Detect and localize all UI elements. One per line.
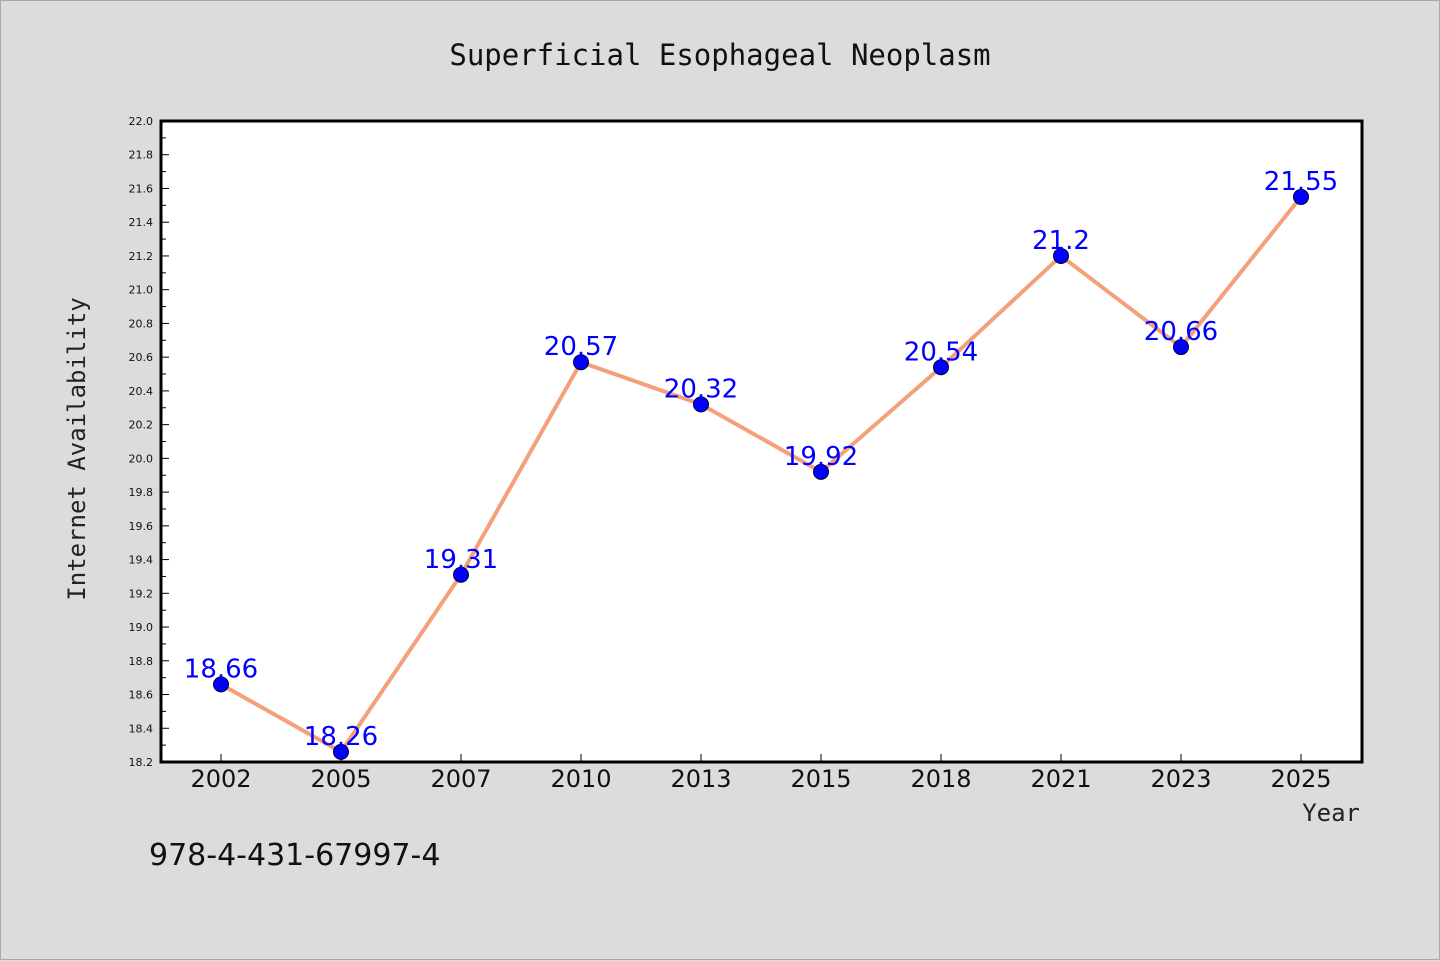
x-tick-label: 2005 (310, 765, 371, 793)
y-tick-label: 20.8 (129, 317, 154, 330)
y-tick-label: 19.8 (129, 486, 154, 499)
data-label: 19.31 (424, 545, 498, 575)
x-tick-label: 2007 (430, 765, 491, 793)
data-label: 21.55 (1264, 167, 1338, 197)
y-tick-label: 21.6 (129, 182, 154, 195)
data-labels-group: 18.66 18.26 19.31 20.57 20.32 19.92 20.54 21.2 2… (184, 167, 1338, 752)
data-label: 20.57 (544, 332, 618, 362)
x-axis: 2002 2005 2007 2010 2013 2015 2018 2021 2023 2025 (190, 754, 1332, 793)
x-tick-label: 2015 (790, 765, 851, 793)
data-label: 20.66 (1144, 317, 1218, 347)
y-tick-label: 20.6 (129, 351, 154, 364)
x-tick-label: 2010 (550, 765, 611, 793)
series-group (213, 188, 1309, 760)
y-tick-label: 18.4 (129, 722, 154, 735)
data-label: 19.92 (784, 442, 858, 472)
y-tick-label: 19.2 (129, 587, 154, 600)
data-label: 18.66 (184, 654, 258, 684)
y-tick-label: 21.4 (129, 216, 154, 229)
x-tick-label: 2018 (910, 765, 971, 793)
y-tick-label: 20.4 (129, 385, 154, 398)
data-point (213, 676, 229, 693)
data-point (813, 463, 829, 480)
data-point (453, 566, 469, 583)
x-tick-label: 2021 (1030, 765, 1091, 793)
data-point (573, 354, 589, 371)
y-tick-label: 20.0 (129, 452, 154, 465)
data-label: 20.32 (664, 374, 738, 404)
chart-title: Superficial Esophageal Neoplasm (449, 38, 990, 72)
y-tick-label: 18.8 (129, 655, 154, 668)
y-tick-label: 18.6 (129, 689, 154, 702)
y-tick-label: 21.8 (129, 149, 154, 162)
data-point (933, 359, 949, 376)
y-tick-label: 19.0 (129, 621, 154, 634)
data-point (333, 743, 349, 760)
y-axis: 18.2 18.4 18.6 18.8 19.0 19.2 19.4 19.6 19.8 20.0… (129, 115, 169, 769)
data-label: 18.26 (304, 722, 378, 752)
y-tick-label: 19.4 (129, 554, 154, 567)
data-label: 20.54 (904, 337, 978, 367)
series-line (220, 195, 1303, 754)
x-tick-label: 2023 (1150, 765, 1211, 793)
data-point (693, 396, 709, 413)
data-point (1293, 188, 1309, 205)
y-tick-label: 20.2 (129, 419, 154, 432)
y-tick-label: 21.2 (129, 250, 154, 263)
footer-code: 978-4-431-67997-4 (149, 838, 440, 873)
x-tick-label: 2013 (670, 765, 731, 793)
data-point (1173, 339, 1189, 356)
data-label: 21.2 (1032, 226, 1090, 256)
x-tick-label: 2002 (190, 765, 251, 793)
y-tick-label: 18.2 (129, 756, 154, 769)
y-tick-label: 22.0 (129, 115, 154, 128)
y-tick-label: 21.0 (129, 284, 154, 297)
x-tick-label: 2025 (1270, 765, 1331, 793)
y-tick-label: 19.6 (129, 520, 154, 533)
data-point (1053, 247, 1069, 264)
plot-area (159, 119, 1364, 764)
x-axis-title: Year (1302, 799, 1360, 827)
y-axis-title: Internet Availability (63, 297, 91, 600)
